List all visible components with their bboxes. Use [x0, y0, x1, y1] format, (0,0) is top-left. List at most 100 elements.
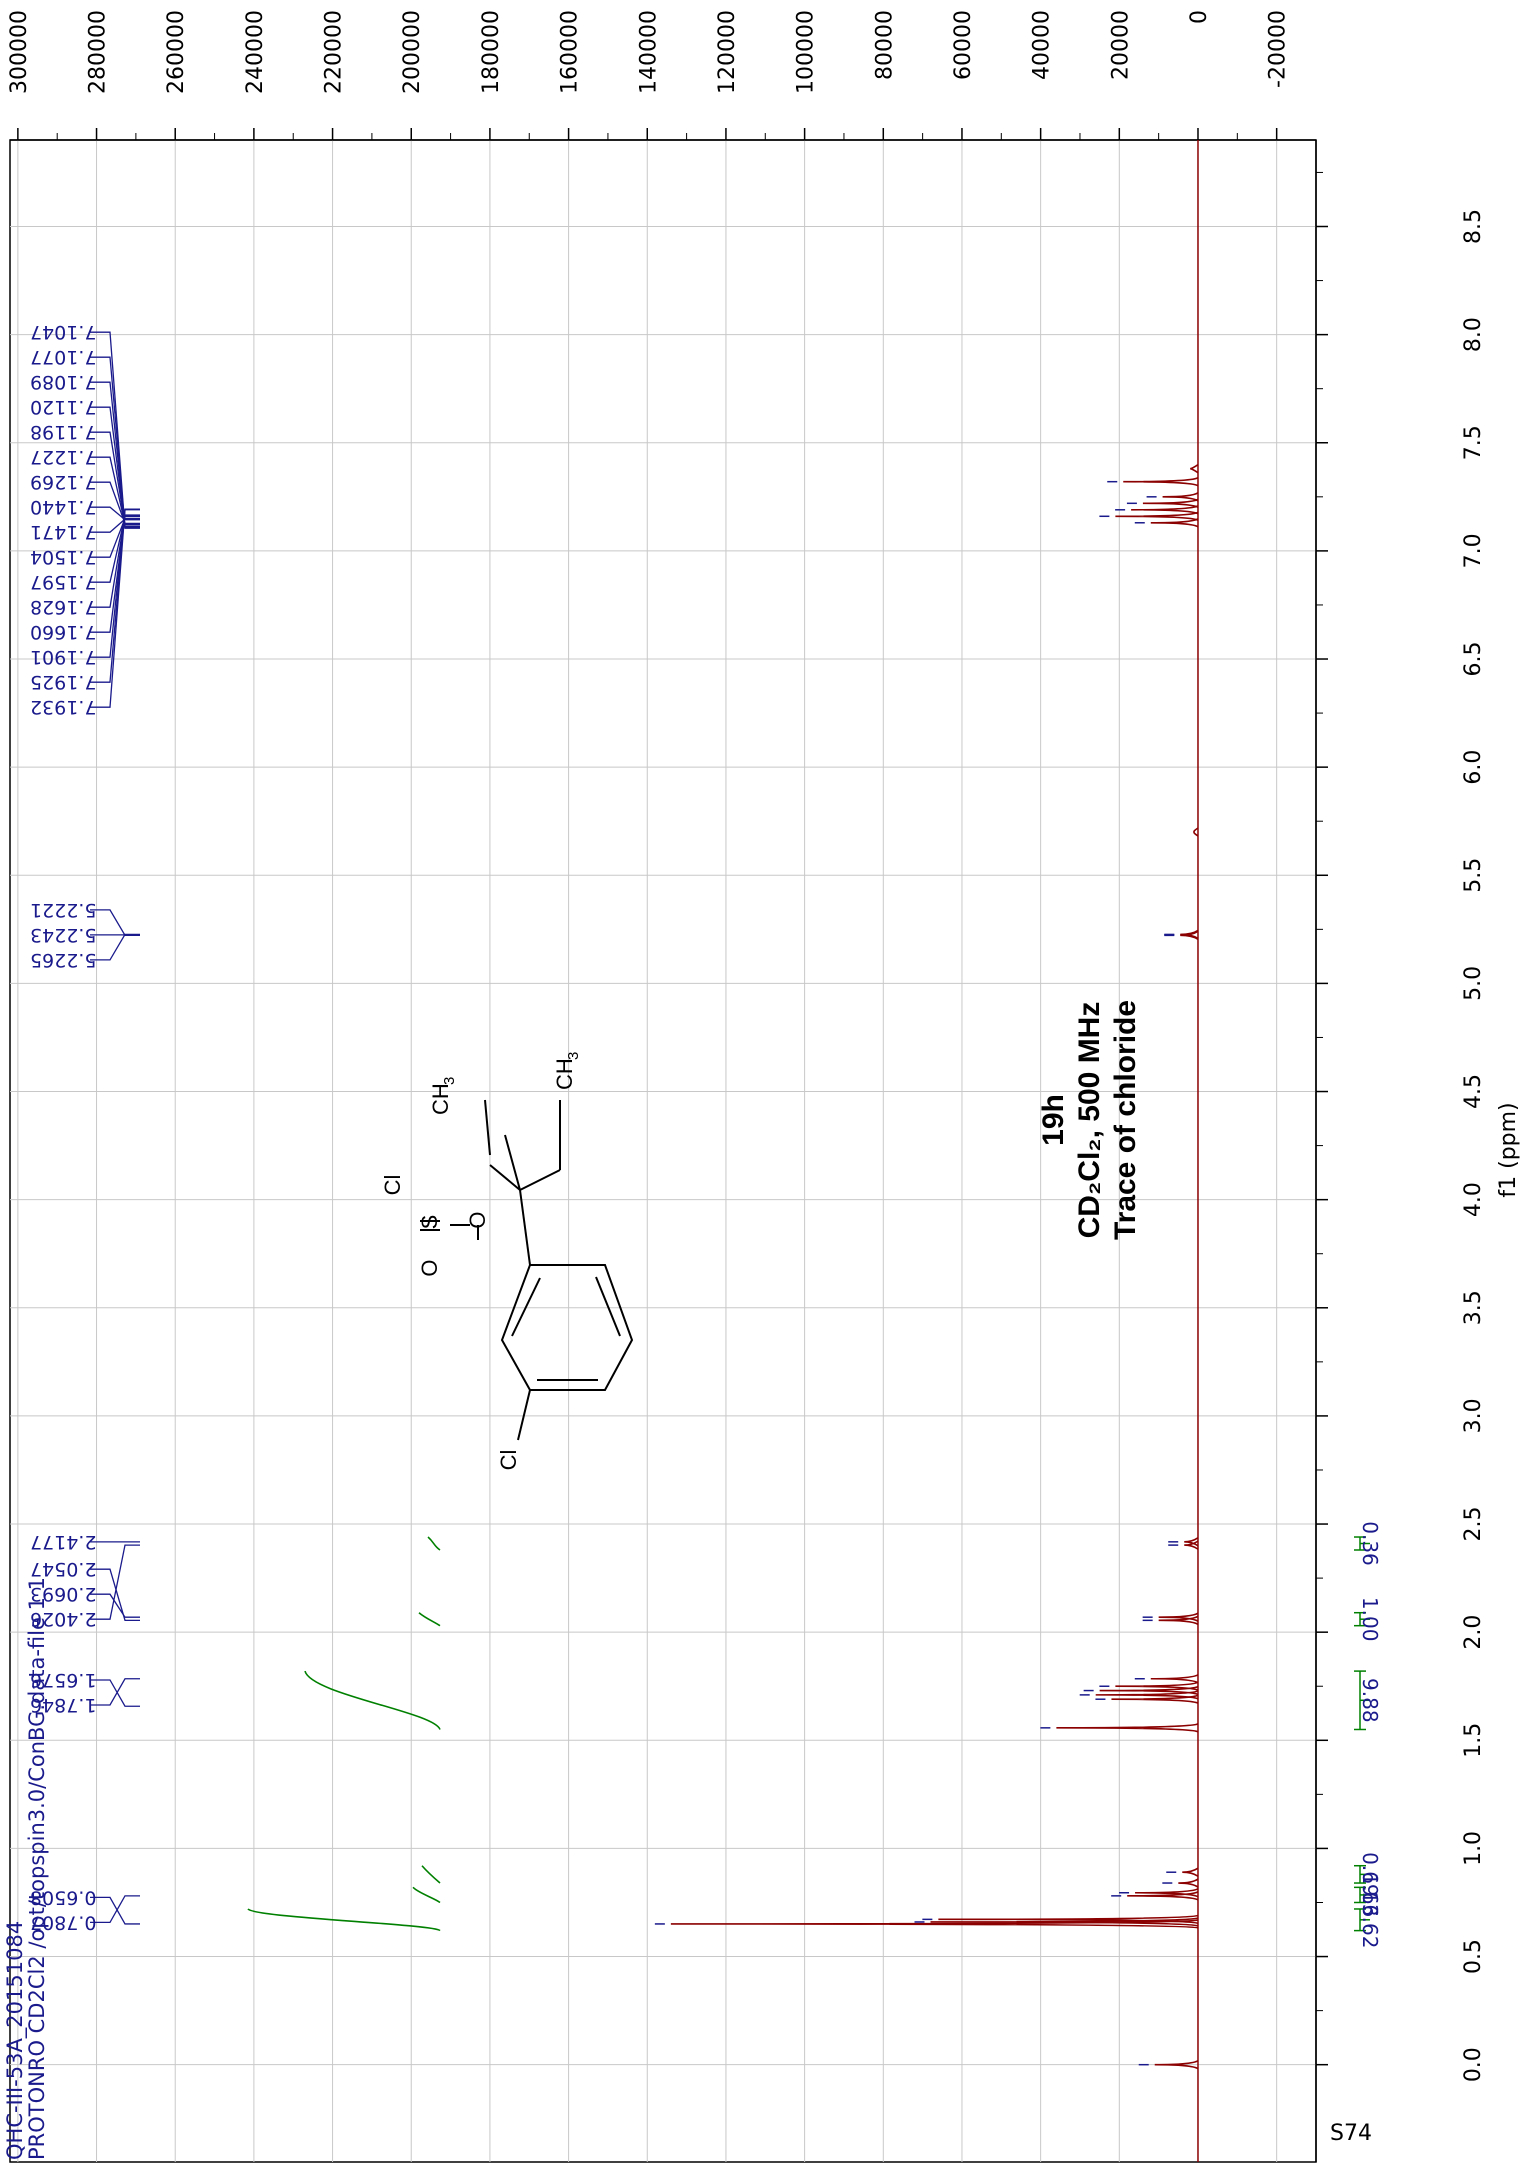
- svg-text:3: 3: [565, 1052, 582, 1060]
- peak-label-leader: [90, 1544, 140, 1620]
- y-tick-label: 160000: [558, 10, 583, 94]
- spectrum-peak: [1162, 492, 1199, 502]
- spectrum-trace: [654, 140, 1199, 2162]
- spectrum-peak: [1056, 1723, 1199, 1733]
- spectrum-peak: [1182, 1867, 1199, 1877]
- y-tick-label: -20000: [1266, 10, 1291, 88]
- molecular-structure-labels: Cl O S O CH 3 CH 3 Cl: [380, 1052, 582, 1471]
- y-tick-label: 140000: [636, 10, 661, 94]
- x-axis: 0.0 0.5 1.0 1.5 2.0 2.5 3.0 3.5 4.0 4.5 5.0 5.5 6.0 6…: [1315, 140, 1486, 2162]
- peak-label: 7.1932: [30, 696, 96, 718]
- x-tick-label: 5.0: [1461, 966, 1486, 1001]
- atom-o: O: [465, 1211, 490, 1228]
- peak-label-leader: [90, 508, 140, 708]
- peak-label-leader: [90, 514, 140, 633]
- spectrum-peak: [1193, 827, 1199, 837]
- peak-label-leader: [90, 381, 140, 528]
- peak-label-leader: [90, 406, 140, 528]
- grid: [10, 140, 1316, 2162]
- y-tick-label: 180000: [479, 10, 504, 94]
- peak-label: 7.1471: [30, 521, 96, 543]
- spectrum-peak: [1178, 1878, 1199, 1888]
- integral-value: 9.88: [1358, 1678, 1382, 1723]
- x-tick-label: 7.0: [1461, 533, 1486, 568]
- spectrum-peak: [1115, 511, 1199, 522]
- peak-label-leader: [90, 481, 140, 525]
- integral-curve: [418, 1612, 441, 1627]
- x-tick-label: 8.0: [1461, 317, 1486, 352]
- spectrum-peak: [1180, 929, 1199, 940]
- molecular-structure: [420, 1099, 634, 1441]
- peak-label: 1.6576: [30, 1669, 96, 1691]
- title-line-3: Trace of chloride: [1109, 1000, 1142, 1240]
- carbon-ethyl-bond: [519, 1169, 561, 1191]
- peak-label: 7.1660: [30, 621, 96, 643]
- ring-double-bond: [511, 1277, 541, 1337]
- peak-label-leader: [90, 518, 140, 533]
- peak-label: 7.1198: [30, 421, 96, 443]
- x-tick-label: 3.5: [1461, 1290, 1486, 1325]
- y-tick-label: 220000: [322, 10, 347, 94]
- ring-to-carbon-bond: [519, 1189, 531, 1266]
- benzene-ring: [500, 1264, 634, 1391]
- peak-label-leader: [90, 909, 140, 937]
- peak-label-leader: [90, 515, 140, 583]
- integral-value: 1.00: [1358, 1597, 1382, 1642]
- spectrum-peak: [1184, 1537, 1199, 1547]
- integral-value: 0.69: [1358, 1852, 1382, 1897]
- x-tick-label: 8.5: [1461, 209, 1486, 244]
- y-axis: -20000 0 20000 40000 60000 80000 100000 120000 1…: [7, 10, 1316, 141]
- peak-label: 7.1269: [30, 471, 96, 493]
- peak-label-leader: [90, 515, 140, 608]
- x-tick-label: 2.5: [1461, 1507, 1486, 1542]
- methyl-label-b: CH 3: [552, 1052, 582, 1090]
- carbon-to-oxygen-bond: [489, 1164, 521, 1191]
- x-tick-label: 0.5: [1461, 1939, 1486, 1974]
- peak-label: 2.0547: [30, 1558, 96, 1580]
- peak-label: 2.4177: [30, 1531, 96, 1553]
- peak-label: 7.1227: [30, 446, 96, 468]
- y-tick-label: 60000: [951, 10, 976, 80]
- spectrum-peak: [1115, 1681, 1199, 1691]
- y-tick-label: 280000: [86, 10, 111, 94]
- spectrum-peak: [1142, 498, 1199, 509]
- x-tick-label: 2.0: [1461, 1615, 1486, 1650]
- peak-label-leader: [90, 1593, 140, 1618]
- title-line-2: CD₂Cl₂, 500 MHz: [1073, 1002, 1106, 1239]
- peak-label: 0.7807: [30, 1911, 96, 1933]
- peak-label: 7.1628: [30, 596, 96, 618]
- spectrum-peak: [1150, 518, 1199, 528]
- peak-label: 5.2221: [30, 899, 96, 921]
- peak-label: 5.2265: [30, 949, 96, 971]
- sample-info-line: PROTONRO CD2Cl2 /opt/topspin3.0/ConBG.da…: [25, 1577, 49, 2160]
- atom-cl-top: Cl: [380, 1175, 405, 1196]
- peak-label: 5.2243: [30, 924, 96, 946]
- peak-label: 7.1120: [30, 396, 96, 418]
- atom-cl-ring: Cl: [496, 1450, 521, 1471]
- spectrum-peak: [1150, 1674, 1199, 1684]
- integral-value: 1.66: [1358, 1873, 1382, 1918]
- peak-label: 7.1440: [30, 496, 96, 518]
- x-tick-label: 0.0: [1461, 2047, 1486, 2082]
- integral-value: 13.62: [1358, 1891, 1382, 1948]
- integral-marks: 13.621.660.69 9.88 1.00 0.36: [247, 1521, 1382, 1948]
- chart-title: 19h CD₂Cl₂, 500 MHz Trace of chloride: [1037, 1000, 1142, 1240]
- integral-curve: [427, 1536, 441, 1551]
- x-tick-label: 1.5: [1461, 1723, 1486, 1758]
- peak-label: 2.0693: [30, 1583, 96, 1605]
- y-tick-label: 20000: [1108, 10, 1133, 80]
- integral-curve: [304, 1670, 441, 1730]
- title-line-1: 19h: [1037, 1094, 1070, 1146]
- peak-label-leader: [90, 1568, 140, 1621]
- x-tick-label: 4.5: [1461, 1074, 1486, 1109]
- integral-value: 0.36: [1358, 1521, 1382, 1566]
- peak-label-leader: [90, 517, 140, 558]
- spectrum-peak: [1154, 2059, 1199, 2070]
- x-tick-label: 5.5: [1461, 858, 1486, 893]
- y-tick-label: 200000: [400, 10, 425, 94]
- spectrum-peak: [1123, 476, 1199, 487]
- peak-label: 7.1089: [30, 371, 96, 393]
- spectrum-peak: [1131, 505, 1199, 515]
- x-tick-label: 7.5: [1461, 425, 1486, 460]
- peak-label-leader: [90, 1896, 140, 1925]
